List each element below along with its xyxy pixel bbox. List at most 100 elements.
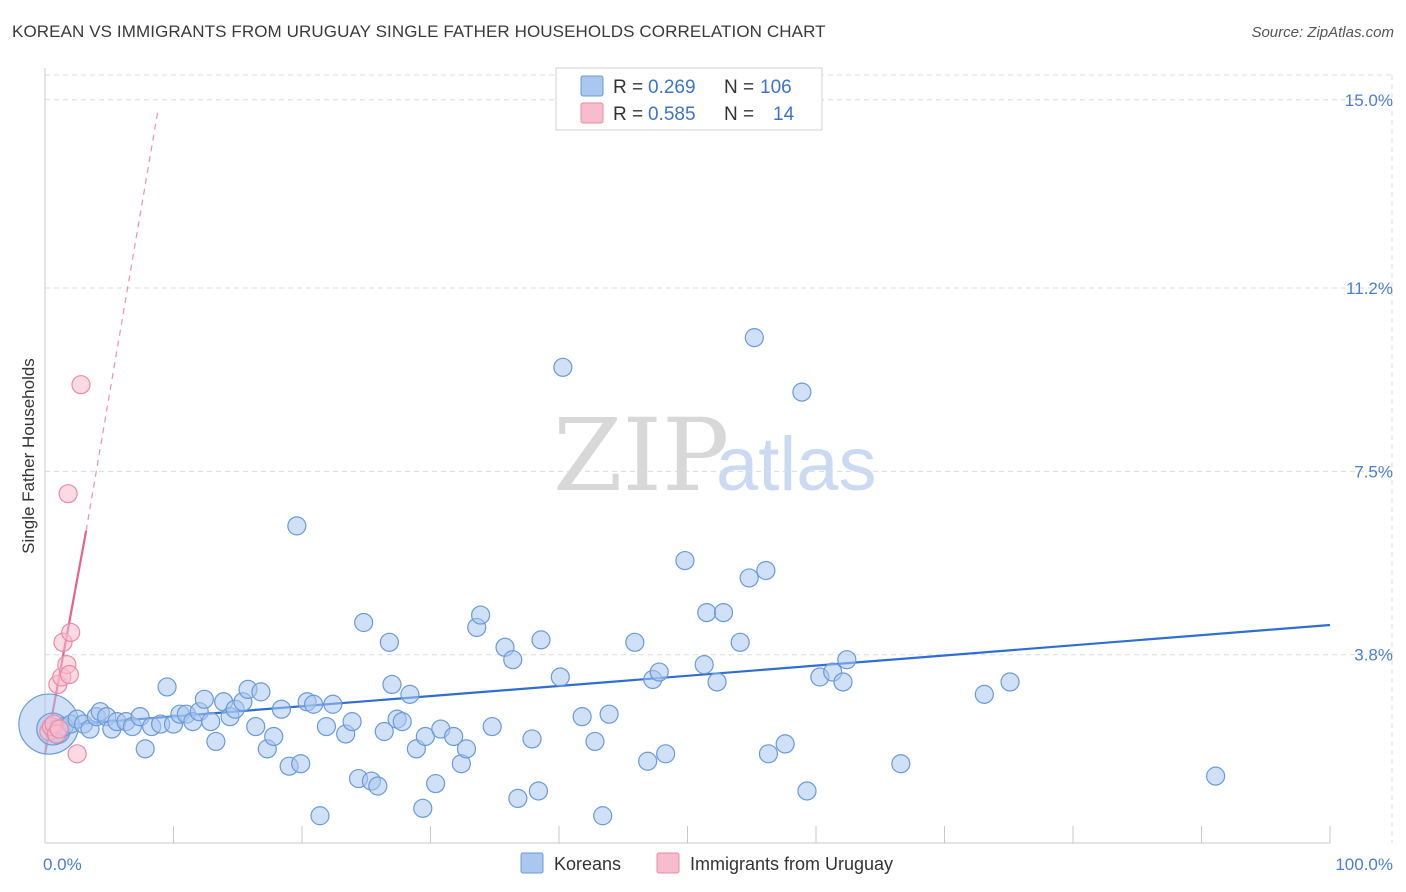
legend-n-label-uruguay: N = bbox=[724, 104, 754, 125]
point-koreans-61 bbox=[426, 773, 446, 794]
point-koreans-42 bbox=[303, 694, 324, 714]
chart-source: Source: ZipAtlas.com bbox=[1251, 24, 1394, 41]
point-koreans-102 bbox=[837, 650, 857, 670]
watermark: ZIP atlas bbox=[553, 397, 877, 514]
point-koreans-40 bbox=[291, 754, 311, 774]
point-koreans-74 bbox=[531, 630, 551, 650]
point-uruguay-10 bbox=[61, 622, 81, 643]
point-koreans-81 bbox=[625, 632, 645, 652]
point-koreans-51 bbox=[368, 776, 388, 796]
point-koreans-79 bbox=[593, 806, 613, 826]
trend-line-koreans bbox=[44, 623, 1331, 728]
point-koreans-52 bbox=[374, 721, 394, 742]
point-koreans-78 bbox=[585, 731, 605, 752]
point-koreans-90 bbox=[713, 602, 734, 623]
point-koreans-73 bbox=[528, 781, 549, 801]
series-legend-swatch-koreans bbox=[520, 852, 544, 874]
point-koreans-19 bbox=[157, 677, 177, 697]
legend-r-value-koreans: 0.269 bbox=[648, 77, 696, 98]
y-tick-label-0: 3.8% bbox=[1354, 646, 1393, 665]
point-koreans-49 bbox=[354, 612, 374, 633]
point-koreans-97 bbox=[792, 382, 812, 402]
point-uruguay-4 bbox=[49, 719, 69, 739]
point-koreans-92 bbox=[739, 568, 759, 588]
legend-n-value-uruguay: 14 bbox=[773, 104, 795, 125]
point-koreans-75 bbox=[553, 357, 573, 377]
point-koreans-80 bbox=[599, 704, 619, 724]
point-koreans-47 bbox=[342, 712, 362, 732]
legend-r-value-uruguay: 0.585 bbox=[648, 104, 696, 125]
point-koreans-37 bbox=[271, 699, 292, 719]
point-koreans-36 bbox=[264, 726, 284, 747]
series-legend-label-uruguay: Immigrants from Uruguay bbox=[690, 854, 893, 874]
legend-n-label-koreans: N = bbox=[724, 77, 754, 98]
point-koreans-96 bbox=[775, 734, 795, 754]
point-koreans-95 bbox=[758, 744, 779, 764]
legend-r-label-koreans: R = bbox=[613, 77, 643, 98]
legend-swatch-koreans bbox=[580, 75, 604, 97]
point-koreans-105 bbox=[1000, 672, 1020, 692]
point-uruguay-13 bbox=[71, 375, 91, 395]
point-koreans-88 bbox=[697, 602, 717, 623]
series-legend: Koreans Immigrants from Uruguay bbox=[520, 852, 893, 874]
legend-n-value-koreans: 106 bbox=[760, 77, 792, 98]
y-tick-labels: 3.8% 7.5% 11.2% 15.0% bbox=[1345, 91, 1393, 665]
point-koreans-16 bbox=[135, 739, 155, 759]
point-koreans-65 bbox=[456, 739, 477, 759]
series-legend-swatch-uruguay bbox=[656, 852, 680, 874]
point-koreans-94 bbox=[756, 560, 776, 581]
data-points bbox=[18, 328, 1226, 826]
point-koreans-93 bbox=[744, 328, 764, 348]
point-koreans-27 bbox=[206, 731, 226, 752]
point-koreans-98 bbox=[797, 781, 817, 801]
point-uruguay-11 bbox=[67, 744, 87, 764]
point-koreans-67 bbox=[471, 605, 491, 625]
point-koreans-86 bbox=[675, 550, 695, 571]
point-koreans-82 bbox=[638, 751, 658, 771]
point-koreans-77 bbox=[572, 707, 592, 727]
point-koreans-53 bbox=[379, 632, 399, 652]
x-tick-labels: 0.0% 100.0% bbox=[43, 855, 1393, 874]
series-legend-label-koreans: Koreans bbox=[554, 854, 621, 874]
point-koreans-68 bbox=[482, 716, 502, 737]
point-koreans-106 bbox=[1206, 766, 1226, 786]
point-koreans-91 bbox=[730, 632, 750, 652]
point-koreans-104 bbox=[974, 684, 994, 704]
y-tick-label-2: 11.2% bbox=[1346, 279, 1393, 298]
point-koreans-25 bbox=[194, 689, 214, 709]
point-koreans-101 bbox=[833, 672, 853, 692]
point-koreans-103 bbox=[891, 754, 911, 774]
point-koreans-85 bbox=[656, 744, 676, 764]
point-koreans-71 bbox=[508, 788, 528, 809]
point-uruguay-9 bbox=[59, 664, 80, 685]
point-koreans-63 bbox=[444, 726, 464, 747]
point-koreans-34 bbox=[251, 682, 271, 702]
point-koreans-39 bbox=[287, 516, 307, 536]
point-koreans-89 bbox=[707, 672, 727, 692]
watermark-atlas: atlas bbox=[716, 422, 877, 507]
grid-lines bbox=[45, 74, 1393, 843]
point-koreans-57 bbox=[400, 684, 420, 704]
point-koreans-60 bbox=[415, 726, 435, 747]
legend-r-label-uruguay: R = bbox=[613, 104, 643, 125]
y-axis-label: Single Father Households bbox=[19, 358, 38, 554]
point-uruguay-12 bbox=[58, 484, 78, 504]
watermark-zip: ZIP bbox=[553, 397, 729, 514]
point-koreans-87 bbox=[694, 655, 714, 675]
point-koreans-76 bbox=[550, 667, 570, 687]
point-koreans-84 bbox=[649, 662, 669, 682]
y-tick-label-1: 7.5% bbox=[1354, 462, 1393, 481]
point-koreans-72 bbox=[522, 729, 542, 749]
point-koreans-56 bbox=[392, 712, 412, 732]
point-koreans-70 bbox=[503, 650, 523, 670]
chart-title: KOREAN VS IMMIGRANTS FROM URUGUAY SINGLE… bbox=[12, 22, 826, 41]
y-tick-label-3: 15.0% bbox=[1345, 91, 1393, 110]
legend-swatch-uruguay bbox=[580, 102, 604, 124]
x-tick-label-max: 100.0% bbox=[1335, 855, 1393, 874]
point-koreans-54 bbox=[382, 674, 402, 695]
point-koreans-59 bbox=[413, 798, 433, 818]
point-koreans-45 bbox=[323, 694, 343, 714]
point-koreans-43 bbox=[310, 806, 330, 826]
x-tick-label-min: 0.0% bbox=[43, 855, 82, 874]
